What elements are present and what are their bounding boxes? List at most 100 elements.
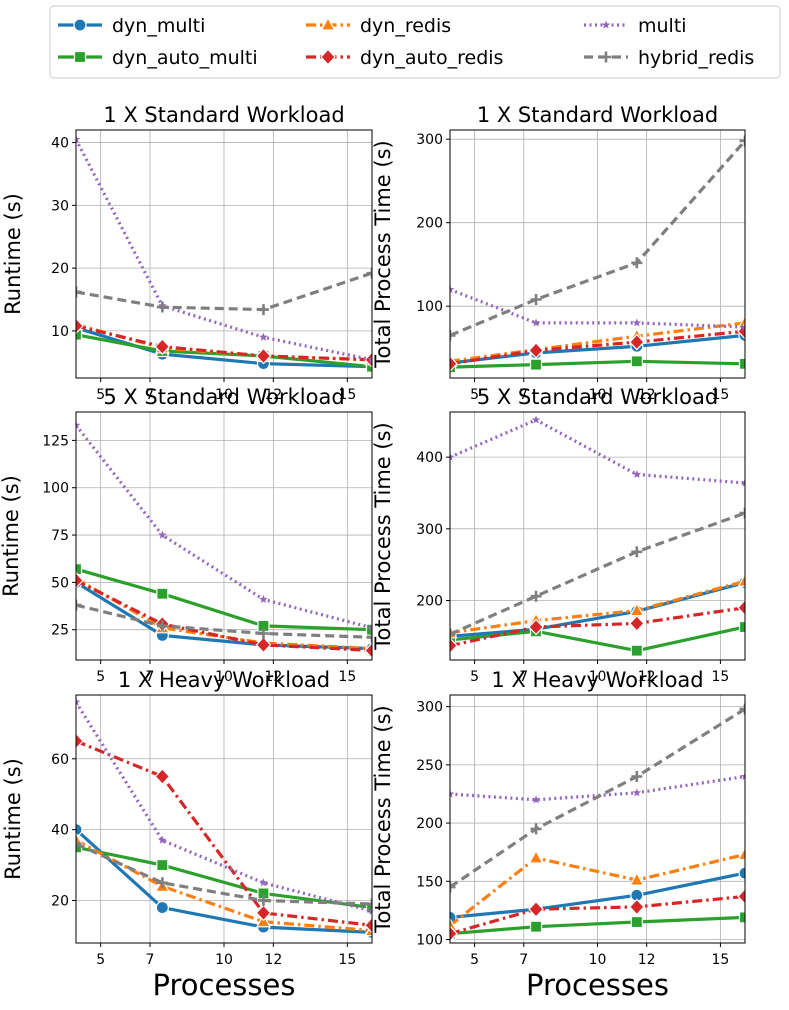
legend-marker	[320, 48, 336, 66]
series-line-dyn-redis	[450, 852, 745, 927]
data-point-multi	[740, 322, 745, 331]
data-point-dyn-redis	[528, 849, 544, 864]
legend-marker	[73, 18, 87, 32]
data-point-dyn-auto-multi	[76, 328, 83, 341]
series-line-hybrid-redis	[450, 511, 745, 636]
data-point-hybrid-redis	[156, 877, 168, 889]
x-tick-label: 15	[712, 669, 730, 685]
data-point-dyn-redis	[76, 831, 84, 846]
data-point-multi	[259, 332, 268, 341]
series-line-dyn-auto-multi	[76, 567, 372, 632]
data-point-hybrid-redis	[366, 631, 372, 643]
grid	[76, 412, 372, 660]
series-line-dyn-auto-redis	[450, 329, 745, 366]
x-tick-label: 7	[519, 669, 528, 685]
data-point-hybrid-redis	[631, 546, 643, 558]
chart-panel-5: 5 7 10 12 15 20 40 60 1 X Heavy Workload Runtime …	[1, 668, 373, 1002]
data-point-dyn-multi	[76, 823, 83, 837]
series-line-dyn-auto-redis	[76, 739, 372, 927]
data-point-multi	[76, 420, 81, 429]
series-line-dyn-auto-redis	[450, 894, 745, 936]
series-line-dyn-multi	[450, 871, 745, 919]
y-tick-label: 25	[51, 623, 69, 639]
series-line-dyn-auto-multi	[76, 333, 372, 369]
data-point-multi	[450, 789, 455, 798]
y-tick-label: 10	[51, 324, 69, 340]
data-point-dyn-auto-redis	[450, 637, 458, 655]
series-line-dyn-auto-redis	[450, 606, 745, 648]
data-point-hybrid-redis	[156, 301, 168, 313]
legend-frame	[49, 5, 781, 79]
grid	[76, 695, 372, 943]
data-point-hybrid-redis	[450, 628, 456, 640]
panel-title: 1 X Standard Workload	[103, 103, 344, 127]
series-line-hybrid-redis	[76, 603, 372, 639]
data-point-dyn-auto-multi	[365, 360, 372, 373]
data-point-dyn-auto-multi	[529, 358, 543, 371]
y-axis-label: Runtime (s)	[1, 193, 25, 315]
data-point-multi	[259, 594, 268, 604]
y-tick-label: 20	[51, 261, 69, 277]
panel-title: 5 X Standard Workload	[477, 385, 718, 409]
y-tick-label: 40	[51, 823, 69, 839]
data-point-dyn-auto-redis	[629, 333, 645, 351]
x-tick-label: 5	[96, 952, 105, 968]
data-point-dyn-auto-redis	[364, 916, 372, 934]
grid	[76, 130, 372, 378]
data-point-dyn-auto-multi	[630, 915, 643, 929]
panels: 5 7 10 12 15 10 20 30 40 1 X Standard Workload Run…	[0, 103, 746, 1002]
legend-label: multi	[638, 15, 687, 37]
x-tick-label: 10	[215, 952, 233, 968]
x-tick-label: 5	[96, 387, 105, 403]
data-point-hybrid-redis	[450, 329, 456, 341]
data-point-hybrid-redis	[631, 771, 643, 783]
x-tick-label: 5	[470, 387, 479, 403]
x-tick-label: 15	[712, 387, 730, 403]
data-point-dyn-redis	[629, 871, 645, 886]
data-point-multi	[450, 452, 455, 461]
x-tick-label: 5	[96, 669, 105, 685]
x-tick-label: 7	[146, 387, 155, 403]
data-point-dyn-multi	[738, 866, 745, 880]
data-point-hybrid-redis	[739, 507, 745, 519]
data-point-dyn-auto-redis	[364, 351, 372, 369]
data-point-dyn-auto-multi	[365, 901, 372, 914]
legend-label: hybrid_redis	[638, 47, 754, 69]
data-point-dyn-auto-multi	[76, 563, 83, 576]
legend-label: dyn_multi	[112, 15, 205, 37]
data-point-hybrid-redis	[366, 267, 372, 279]
y-axis-label: Runtime (s)	[0, 475, 23, 597]
x-tick-label: 5	[470, 669, 479, 685]
series-group	[450, 135, 745, 374]
x-tick-label: 10	[215, 387, 233, 403]
data-point-hybrid-redis	[156, 620, 168, 632]
data-point-multi	[632, 469, 642, 478]
data-point-hybrid-redis	[257, 894, 269, 906]
data-point-dyn-auto-redis	[255, 636, 272, 654]
data-point-dyn-auto-redis	[364, 642, 372, 659]
x-tick-label: 10	[589, 387, 607, 403]
data-point-dyn-auto-multi	[529, 920, 543, 933]
data-point-dyn-auto-redis	[528, 900, 544, 918]
data-point-hybrid-redis	[257, 627, 269, 639]
y-tick-label: 20	[51, 893, 69, 909]
y-axis-label: Total Process Time (s)	[371, 140, 395, 368]
chart-panel-6: 5 7 10 12 15 100 150 200 250 300 1 X Heavy Workloa…	[371, 668, 746, 1002]
series-line-hybrid-redis	[450, 707, 745, 889]
x-tick-label: 15	[338, 669, 356, 685]
x-tick-label: 15	[338, 952, 356, 968]
x-tick-label: 7	[146, 952, 155, 968]
data-point-dyn-redis	[737, 846, 745, 861]
panel-title: 1 X Standard Workload	[477, 103, 718, 127]
y-tick-label: 200	[416, 216, 443, 232]
x-tick-label: 12	[264, 669, 282, 685]
y-axis-label: Total Process Time (s)	[371, 422, 395, 650]
data-point-dyn-auto-redis	[255, 347, 272, 365]
series-line-hybrid-redis	[450, 139, 745, 337]
series-line-multi	[76, 138, 372, 362]
y-tick-label: 300	[416, 132, 443, 148]
x-tick-label: 15	[712, 952, 730, 968]
legend-marker	[600, 51, 612, 63]
series-group	[76, 134, 372, 374]
y-tick-label: 30	[51, 198, 69, 214]
